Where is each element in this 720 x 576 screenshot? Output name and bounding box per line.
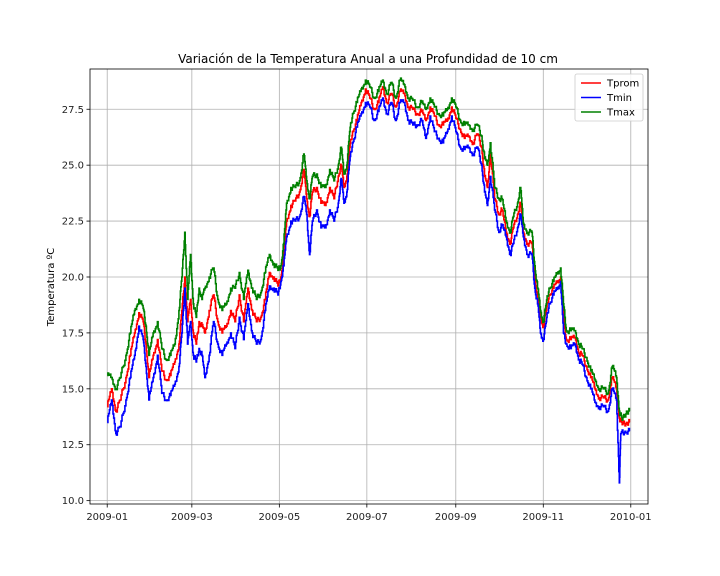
axis-ticks: 10.0 12.5 15.0 17.5 20.0 22.5 25.0 27.5 2009-01 2… <box>62 105 652 523</box>
legend: Tprom Tmin Tmax <box>574 73 644 122</box>
x-tick-label: 2009-09 <box>435 512 477 523</box>
legend-label-tmax: Tmax <box>606 108 635 119</box>
y-tick-label: 10.0 <box>62 496 84 507</box>
plot-frame <box>89 68 649 505</box>
x-tick-label: 2010-01 <box>610 512 652 523</box>
chart-title: Variación de la Temperatura Anual a una … <box>178 52 558 66</box>
y-tick-label: 15.0 <box>62 384 84 395</box>
x-tick-label: 2009-05 <box>258 512 300 523</box>
x-tick-label: 2009-07 <box>346 512 388 523</box>
legend-label-tprom: Tprom <box>606 79 639 90</box>
x-tick-label: 2009-01 <box>86 512 128 523</box>
legend-box <box>574 73 644 122</box>
series-line-tmin <box>107 97 631 484</box>
x-tick-label: 2009-03 <box>171 512 213 523</box>
y-tick-label: 12.5 <box>62 440 84 451</box>
series-line-tmax <box>107 77 631 421</box>
y-tick-label: 25.0 <box>62 161 84 172</box>
y-tick-label: 22.5 <box>62 217 84 228</box>
y-tick-label: 27.5 <box>62 105 84 116</box>
plot-series <box>107 77 631 484</box>
y-axis-label: Temperatura ºC <box>46 248 57 327</box>
legend-label-tmin: Tmin <box>606 93 632 104</box>
y-tick-label: 20.0 <box>62 272 84 283</box>
y-tick-label: 17.5 <box>62 328 84 339</box>
x-tick-label: 2009-11 <box>522 512 564 523</box>
